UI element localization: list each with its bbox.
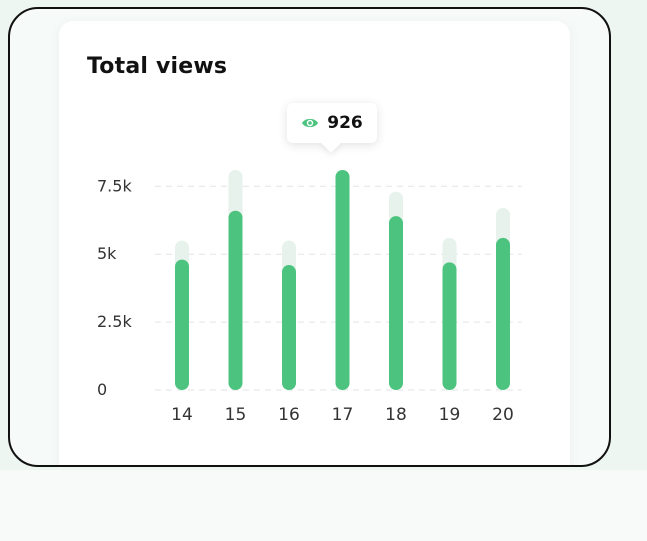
bar (442, 262, 457, 390)
x-tick-label: 16 (278, 405, 300, 425)
x-tick-label: 17 (332, 405, 354, 425)
bar (389, 216, 403, 390)
x-tick-label: 20 (492, 405, 514, 425)
chart-frame (8, 7, 611, 467)
chart-card (59, 21, 570, 465)
eye-icon (302, 118, 319, 128)
y-tick-label: 0 (97, 380, 107, 399)
bar (335, 170, 350, 390)
tooltip-value: 926 (327, 113, 363, 133)
bar (228, 210, 243, 390)
value-tooltip: 926 (287, 103, 377, 143)
bar (175, 259, 189, 390)
x-tick-label: 19 (439, 405, 461, 425)
bar (496, 237, 510, 390)
bar (282, 265, 296, 390)
background-strip (0, 470, 647, 541)
card-title: Total views (87, 54, 228, 79)
x-tick-label: 14 (171, 405, 193, 425)
y-tick-label: 5k (97, 244, 117, 263)
x-tick-label: 18 (385, 405, 407, 425)
y-tick-label: 7.5k (97, 176, 132, 195)
x-tick-label: 15 (225, 405, 247, 425)
y-tick-label: 2.5k (97, 312, 132, 331)
